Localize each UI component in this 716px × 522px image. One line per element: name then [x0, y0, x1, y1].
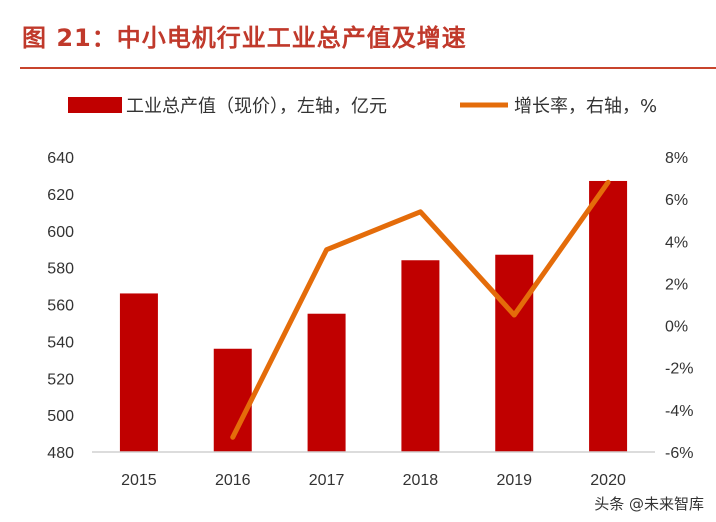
right-tick-label: 8% [665, 150, 688, 167]
left-tick-label: 540 [47, 334, 74, 351]
chart-title: 图 21：中小电机行业工业总产值及增速 [22, 24, 467, 52]
title-divider [20, 67, 716, 69]
bar-2017 [307, 313, 346, 452]
right-tick-label: -4% [665, 403, 693, 420]
left-tick-label: 560 [47, 298, 74, 315]
right-tick-label: 2% [665, 276, 688, 293]
legend-label-line: 增长率，右轴，% [514, 96, 657, 117]
left-tick-label: 580 [47, 261, 74, 278]
left-tick-label: 640 [47, 150, 74, 167]
x-tick-label: 2018 [403, 472, 439, 489]
left-tick-label: 620 [47, 187, 74, 204]
right-tick-label: 4% [665, 234, 688, 251]
bar-2019 [495, 254, 534, 452]
bar-2015 [119, 293, 158, 452]
x-tick-label: 2015 [121, 472, 157, 489]
x-tick-label: 2020 [590, 472, 626, 489]
left-tick-label: 500 [47, 408, 74, 425]
right-tick-label: -2% [665, 361, 693, 378]
bar-2018 [401, 260, 440, 452]
bar-2020 [589, 180, 628, 452]
x-tick-label: 2016 [215, 472, 251, 489]
right-tick-label: 0% [665, 319, 688, 336]
x-tick-label: 2019 [496, 472, 532, 489]
right-tick-label: 6% [665, 192, 688, 209]
legend-label-bar: 工业总产值（现价），左轴，亿元 [126, 96, 387, 117]
right-tick-label: -6% [665, 445, 693, 462]
left-tick-label: 520 [47, 371, 74, 388]
left-tick-label: 480 [47, 445, 74, 462]
watermark: 头条 @未来智库 [594, 495, 704, 513]
left-tick-label: 600 [47, 224, 74, 241]
legend-swatch-bar [68, 97, 122, 113]
x-tick-label: 2017 [309, 472, 345, 489]
